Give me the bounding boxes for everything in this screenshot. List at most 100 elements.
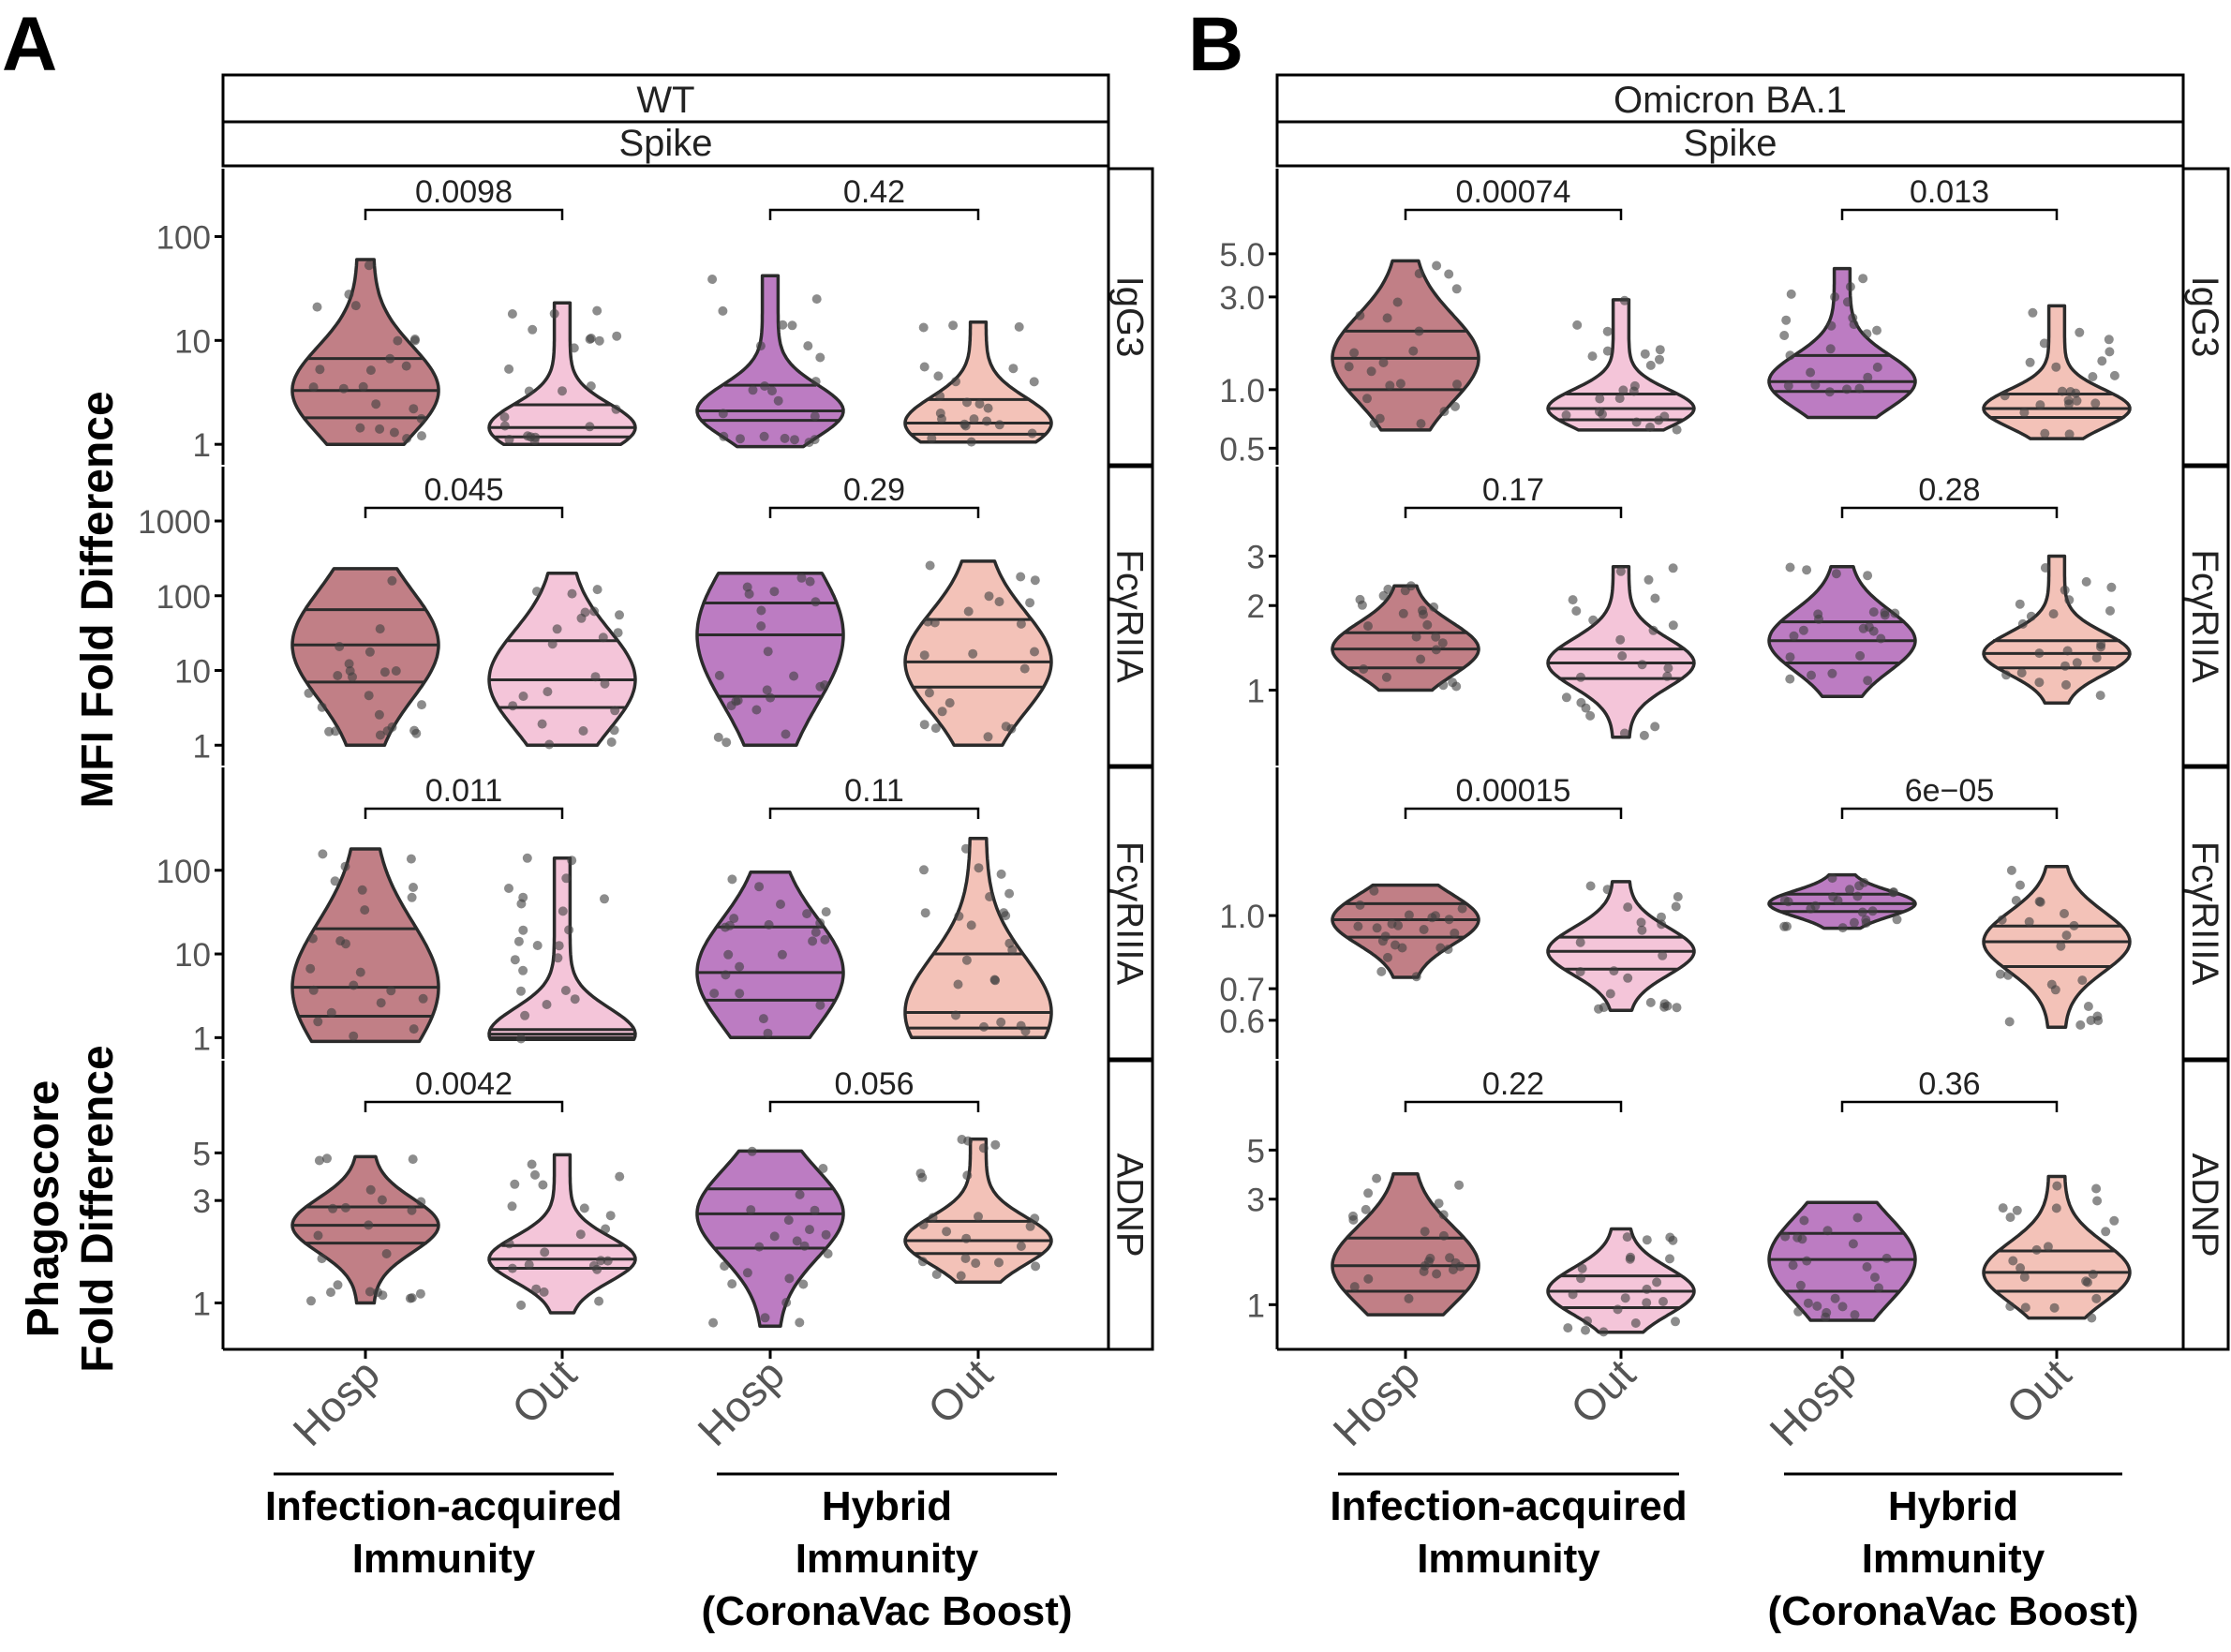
data-point bbox=[1842, 297, 1852, 307]
data-point bbox=[731, 696, 741, 707]
data-point bbox=[601, 1224, 611, 1234]
data-point bbox=[1868, 607, 1879, 618]
data-point bbox=[524, 386, 534, 396]
p-value-label: 6e−05 bbox=[1905, 773, 1995, 809]
data-point bbox=[2069, 920, 2079, 930]
data-point bbox=[402, 434, 412, 443]
data-point bbox=[1807, 670, 1816, 680]
data-point bbox=[1385, 380, 1395, 391]
data-point bbox=[708, 1317, 719, 1328]
data-point bbox=[1411, 972, 1421, 982]
data-point bbox=[769, 1231, 780, 1242]
data-point bbox=[2109, 1215, 2119, 1226]
data-point bbox=[611, 404, 621, 414]
data-point bbox=[756, 621, 766, 632]
data-point bbox=[1812, 1301, 1822, 1311]
data-point bbox=[1637, 660, 1647, 670]
data-point bbox=[1419, 925, 1429, 934]
y-tick-label: 1 bbox=[1247, 1287, 1265, 1324]
data-point bbox=[769, 587, 780, 597]
group-label-hybrid: Hybrid Immunity (CoronaVac Boost) bbox=[701, 1483, 1072, 1634]
data-point bbox=[1561, 410, 1571, 420]
data-point bbox=[2040, 563, 2050, 573]
antigen-label: Spike bbox=[618, 123, 712, 164]
data-point bbox=[1848, 1239, 1858, 1249]
data-point bbox=[1857, 907, 1867, 917]
data-point bbox=[1007, 945, 1018, 955]
data-point bbox=[365, 1184, 376, 1195]
data-point bbox=[2001, 670, 2012, 680]
data-point bbox=[2006, 865, 2016, 875]
data-point bbox=[314, 1155, 324, 1166]
data-point bbox=[792, 1236, 802, 1246]
data-point bbox=[344, 659, 354, 669]
data-point bbox=[953, 979, 963, 990]
data-point bbox=[1863, 571, 1873, 581]
data-point bbox=[2065, 387, 2075, 396]
row-strip bbox=[2181, 1059, 2230, 1351]
data-point bbox=[375, 730, 385, 740]
row-label-igg3: IgG3 bbox=[2184, 276, 2225, 358]
data-point bbox=[2051, 1203, 2061, 1213]
data-point bbox=[1435, 943, 1446, 953]
data-point bbox=[773, 395, 783, 406]
data-point bbox=[1779, 895, 1790, 905]
data-point bbox=[718, 409, 728, 419]
data-point bbox=[983, 732, 993, 742]
data-point bbox=[1376, 966, 1387, 976]
data-point bbox=[1381, 672, 1391, 682]
data-point bbox=[409, 883, 418, 892]
p-value-label: 0.22 bbox=[1482, 1066, 1544, 1102]
data-point bbox=[333, 671, 343, 680]
data-point bbox=[590, 672, 601, 682]
data-point bbox=[1872, 362, 1882, 372]
data-point bbox=[416, 413, 426, 424]
data-point bbox=[1867, 906, 1878, 916]
data-point bbox=[2109, 370, 2119, 380]
data-point bbox=[375, 624, 385, 634]
data-point bbox=[594, 335, 604, 346]
data-point bbox=[795, 1317, 805, 1328]
data-point bbox=[928, 1213, 938, 1223]
data-point bbox=[1658, 1297, 1668, 1306]
y-tick-label: 10 bbox=[174, 323, 211, 360]
data-point bbox=[2060, 909, 2069, 918]
data-point bbox=[1997, 915, 2007, 925]
p-value-label: 0.011 bbox=[425, 773, 503, 809]
data-point bbox=[2060, 661, 2070, 671]
data-point bbox=[401, 361, 411, 371]
data-point bbox=[1618, 385, 1629, 395]
y-tick-label: 10 bbox=[174, 937, 211, 974]
data-point bbox=[613, 628, 623, 638]
data-point bbox=[609, 725, 619, 736]
data-point bbox=[510, 955, 520, 965]
data-point bbox=[1814, 614, 1823, 624]
data-point bbox=[1434, 1198, 1444, 1209]
data-point bbox=[747, 1146, 757, 1156]
data-point bbox=[1016, 572, 1026, 582]
data-point bbox=[1349, 348, 1360, 358]
data-point bbox=[406, 854, 416, 864]
data-point bbox=[742, 1268, 752, 1278]
data-point bbox=[592, 305, 602, 316]
data-point bbox=[963, 606, 974, 617]
data-point bbox=[1349, 1282, 1360, 1292]
data-point bbox=[1577, 1263, 1587, 1273]
data-point bbox=[615, 1171, 625, 1182]
data-point bbox=[326, 1007, 336, 1018]
data-point bbox=[567, 856, 577, 866]
data-point bbox=[357, 885, 367, 895]
data-point bbox=[1398, 608, 1408, 618]
data-point bbox=[1359, 664, 1369, 674]
x-tick-label-out: Out bbox=[918, 1349, 1002, 1433]
data-point bbox=[1671, 1317, 1680, 1327]
data-point bbox=[982, 416, 992, 426]
data-point bbox=[516, 986, 526, 996]
data-point bbox=[335, 936, 346, 946]
data-point bbox=[1025, 598, 1035, 608]
violin-out-hybrid bbox=[903, 837, 1053, 1040]
data-point bbox=[990, 975, 1001, 986]
data-point bbox=[504, 1239, 514, 1249]
data-point bbox=[2003, 970, 2014, 980]
